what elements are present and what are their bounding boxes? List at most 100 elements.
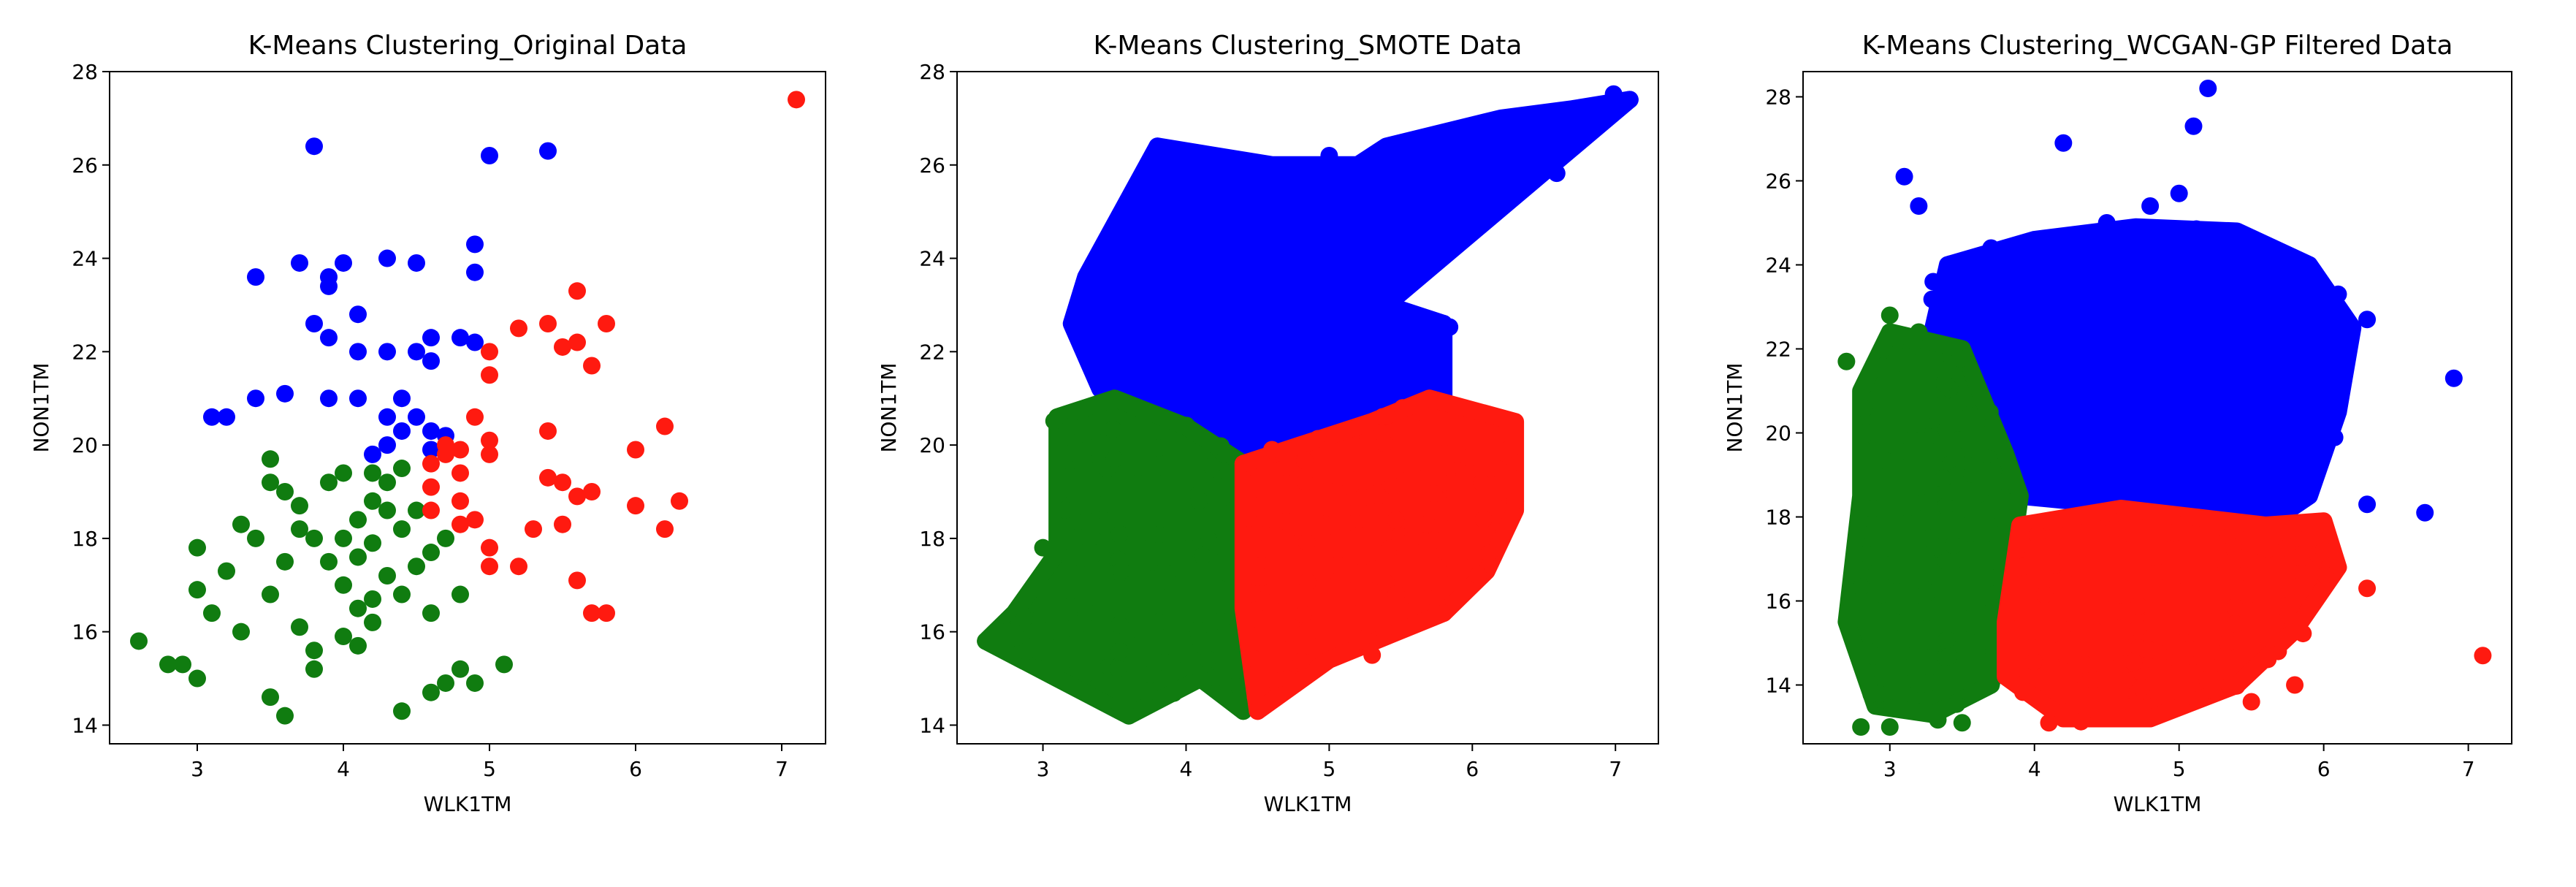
data-point: [451, 464, 469, 482]
data-point: [349, 305, 367, 324]
data-point: [320, 552, 338, 571]
data-point: [2059, 576, 2078, 594]
data-point: [1329, 484, 1347, 502]
data-point: [1393, 151, 1411, 169]
data-point: [1897, 348, 1916, 366]
data-point: [1978, 461, 1996, 479]
data-point: [568, 333, 586, 351]
data-point: [2269, 642, 2287, 661]
data-point: [2474, 647, 2492, 665]
data-point: [335, 628, 352, 646]
data-point: [1426, 590, 1444, 608]
data-point: [1429, 250, 1447, 268]
x-tick-label: 6: [1466, 757, 1479, 781]
data-point: [1177, 161, 1195, 180]
data-point: [1863, 500, 1881, 518]
data-point: [1024, 637, 1042, 655]
data-point: [1944, 536, 1962, 555]
data-point: [1940, 647, 1958, 666]
data-point: [1982, 239, 2000, 257]
chart-title: K-Means Clustering_Original Data: [248, 31, 687, 61]
data-point: [1087, 604, 1105, 623]
data-point: [2092, 258, 2110, 276]
data-point: [2041, 654, 2059, 672]
data-point: [1963, 595, 1981, 614]
x-tick-label: 5: [483, 757, 496, 781]
data-point: [1958, 270, 1976, 289]
data-point: [1620, 91, 1639, 109]
data-point: [2175, 582, 2193, 601]
y-axis-label: NON1TM: [1723, 362, 1747, 452]
data-point: [1910, 197, 1928, 215]
data-point: [335, 464, 352, 482]
data-point: [481, 445, 498, 463]
data-point: [1352, 386, 1370, 404]
data-point: [1425, 484, 1443, 503]
data-point: [1277, 512, 1295, 530]
data-point: [262, 473, 279, 492]
data-point: [1420, 389, 1438, 408]
data-point: [1498, 441, 1517, 459]
data-point: [1086, 544, 1105, 563]
data-point: [2325, 428, 2344, 446]
data-point: [1048, 657, 1067, 675]
data-point: [203, 408, 221, 426]
data-point: [2174, 484, 2192, 503]
data-point: [1242, 500, 1260, 518]
data-point: [1150, 613, 1168, 631]
data-point: [1486, 152, 1504, 170]
data-point: [2194, 378, 2212, 396]
data-point: [1506, 492, 1525, 510]
data-point: [1165, 453, 1184, 471]
data-point: [1247, 557, 1265, 575]
data-point: [1874, 357, 1892, 376]
y-tick-label: 18: [1765, 506, 1791, 530]
data-point: [1442, 473, 1460, 492]
data-point: [2013, 683, 2032, 701]
data-point: [1211, 537, 1229, 555]
data-point: [481, 147, 498, 164]
data-point: [2207, 597, 2225, 615]
data-point: [188, 581, 206, 599]
data-point: [378, 436, 396, 454]
y-tick-label: 16: [72, 620, 98, 644]
data-point: [1858, 545, 1876, 563]
data-point: [305, 660, 323, 678]
data-point: [2139, 451, 2157, 469]
data-point: [378, 473, 396, 492]
data-point: [364, 534, 381, 552]
data-point: [1211, 580, 1230, 598]
data-point: [1392, 534, 1410, 552]
data-point: [1322, 340, 1341, 359]
data-point: [2230, 564, 2248, 582]
data-point: [2261, 630, 2279, 648]
data-point: [998, 623, 1016, 641]
data-point: [2184, 117, 2203, 135]
data-point: [466, 263, 484, 281]
data-point: [2240, 601, 2258, 620]
plot-area: [130, 91, 805, 725]
data-point: [1369, 484, 1387, 502]
data-point: [1156, 653, 1174, 671]
data-point: [1110, 642, 1129, 661]
data-point: [2032, 409, 2051, 427]
data-point: [2444, 369, 2463, 387]
data-point: [2149, 302, 2167, 321]
series-3: [422, 91, 805, 623]
data-point: [2214, 418, 2233, 436]
data-point: [1154, 291, 1173, 309]
data-point: [1865, 647, 1883, 665]
data-point: [1443, 417, 1461, 435]
data-point: [2076, 655, 2094, 674]
data-point: [2290, 578, 2308, 596]
data-point: [1319, 260, 1338, 278]
series-1: [203, 137, 557, 463]
data-point: [2206, 249, 2225, 267]
data-point: [1950, 476, 1968, 494]
data-point: [320, 329, 338, 347]
data-point: [1994, 509, 2012, 527]
data-point: [349, 599, 367, 617]
data-point: [1925, 402, 1943, 420]
data-point: [1034, 538, 1052, 557]
data-point: [2011, 576, 2030, 594]
